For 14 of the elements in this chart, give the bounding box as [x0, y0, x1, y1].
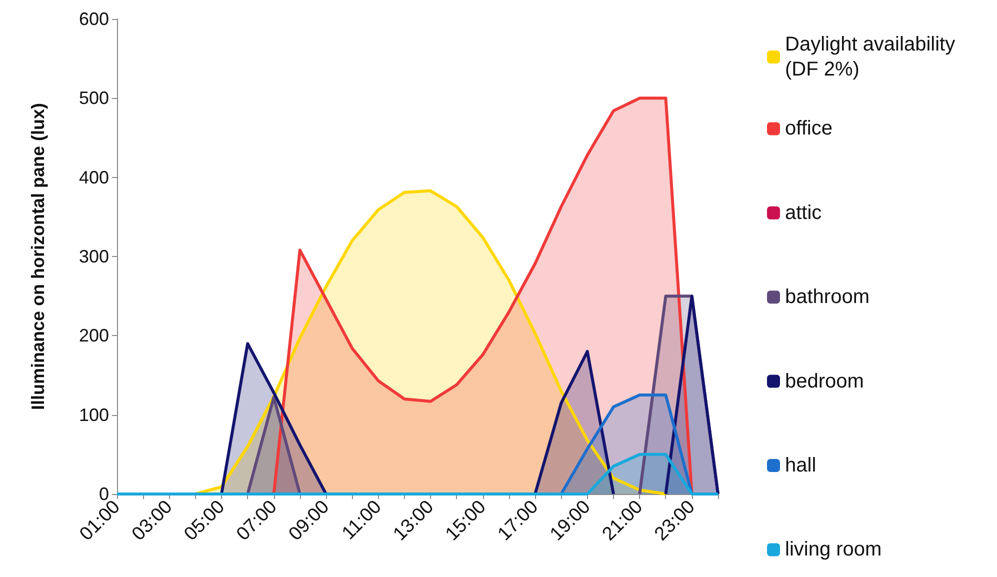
y-axis-title: Illuminance on horizontal pane (lux) [28, 102, 48, 410]
legend-label: attic [785, 202, 822, 224]
legend-label: bathroom [785, 286, 870, 308]
legend-label: bedroom [785, 370, 864, 392]
y-tick-label: 300 [78, 246, 109, 266]
y-tick-label: 600 [78, 9, 109, 29]
legend-label: living room [785, 538, 882, 561]
legend-label: Daylight availability (DF 2%) [785, 34, 961, 80]
y-tick-label: 500 [78, 88, 109, 108]
legend-label: hall [785, 454, 816, 476]
y-tick-label: 100 [78, 404, 109, 425]
y-tick-label: 200 [78, 326, 109, 346]
y-tick-label: 400 [78, 167, 109, 188]
legend-label: office [785, 118, 832, 140]
